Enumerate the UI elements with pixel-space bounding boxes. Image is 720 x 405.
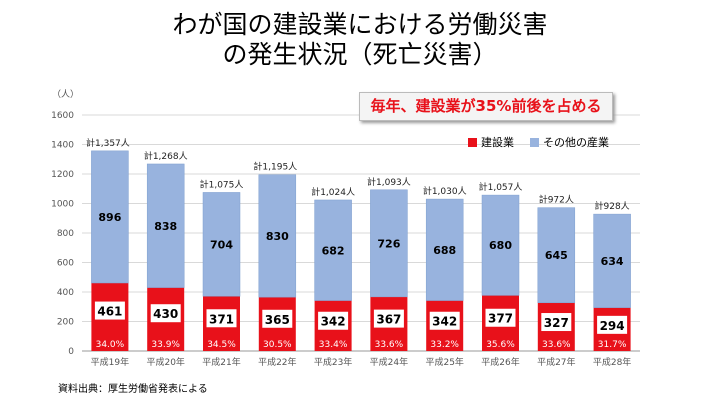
data-label-construction: 365 [265,313,290,327]
y-tick-label: 1600 [51,111,74,121]
y-tick-label: 1200 [51,170,74,180]
total-label: 計1,195人 [253,161,297,173]
total-label: 計928人 [595,200,630,212]
y-tick-label: 1400 [51,141,74,151]
x-tick-label: 平成19年 [91,356,129,368]
data-label-other: 680 [489,239,512,252]
percentage-label: 33.9% [151,340,180,350]
total-label: 計1,357人 [86,137,130,149]
bar-other [537,207,576,304]
percentage-label: 33.4% [319,340,348,350]
data-label-other: 726 [377,237,400,250]
x-tick-label: 平成21年 [202,356,240,368]
bar-other [91,150,129,284]
percentage-label: 30.5% [263,340,292,350]
data-label-box [541,313,572,332]
y-tick-label: 600 [57,259,74,269]
percentage-label: 33.6% [542,340,571,350]
data-label-other: 682 [322,244,345,257]
data-label-construction: 342 [432,315,457,329]
data-label-box [318,311,349,330]
percentage-label: 31.7% [598,340,627,350]
total-label: 計1,030人 [423,185,467,197]
data-label-other: 830 [266,230,289,243]
total-label: 計1,268人 [144,150,188,162]
callout-box: 毎年、建設業が35%前後を占める [359,92,613,121]
x-tick-label: 平成26年 [481,356,519,368]
bar-other [481,194,520,296]
percentage-label: 34.0% [96,340,125,350]
bar-other [314,199,352,301]
source-note: 資料出典：厚生労働省発表による [58,384,208,395]
bar-other [202,192,241,297]
y-tick-label: 1000 [51,200,74,210]
legend-label-other: その他の産業 [543,136,609,149]
legend-swatch-construction [468,138,477,147]
y-tick-label: 400 [57,288,74,298]
legend-label-construction: 建設業 [481,135,514,149]
chart-title-line2: の発生状況（死亡災害） [222,40,498,69]
chart-title-line1: わが国の建設業における労働災害 [172,10,548,39]
percentage-label: 34.5% [207,340,236,350]
bar-other [258,174,297,298]
bar-other [146,163,185,288]
data-label-other: 704 [210,238,233,251]
bar-other [370,189,408,298]
data-label-box [429,311,460,330]
data-label-box [150,304,181,323]
data-label-box [485,308,516,327]
y-axis-unit: （人） [52,89,79,100]
percentage-label: 33.6% [375,340,404,350]
data-label-other: 688 [433,244,456,257]
data-label-box [206,309,237,328]
data-label-construction: 430 [153,307,178,321]
data-label-other: 645 [545,249,568,262]
data-label-construction: 371 [209,312,234,326]
y-tick-label: 800 [57,229,74,239]
total-label: 計1,075人 [200,178,244,190]
x-tick-label: 平成20年 [146,356,184,368]
x-tick-label: 平成28年 [593,356,631,368]
data-label-box [373,309,404,328]
data-label-other: 838 [154,220,177,233]
percentage-label: 33.2% [430,340,459,350]
legend-swatch-other [530,138,539,147]
y-tick-label: 200 [57,318,74,328]
total-label: 計1,057人 [479,181,523,193]
data-label-box [94,301,125,320]
data-label-construction: 327 [544,316,569,330]
data-label-construction: 367 [376,313,401,327]
bar-other [593,213,631,308]
x-tick-label: 平成23年 [314,356,352,368]
x-tick-label: 平成24年 [370,356,408,368]
total-label: 計972人 [539,194,574,206]
total-label: 計1,024人 [311,186,355,198]
bar-other [425,198,464,301]
data-label-construction: 461 [97,305,122,319]
data-label-box [262,309,293,328]
data-label-construction: 294 [600,319,625,333]
x-tick-label: 平成22年 [258,356,296,368]
data-label-other: 896 [98,211,121,224]
data-label-construction: 377 [488,312,513,326]
data-label-construction: 342 [321,315,346,329]
data-label-box [597,315,628,334]
percentage-label: 35.6% [486,340,515,350]
total-label: 計1,093人 [367,176,411,188]
x-tick-label: 平成25年 [425,356,463,368]
x-tick-label: 平成27年 [537,356,575,368]
data-label-other: 634 [601,255,624,268]
y-tick-label: 0 [68,347,74,357]
